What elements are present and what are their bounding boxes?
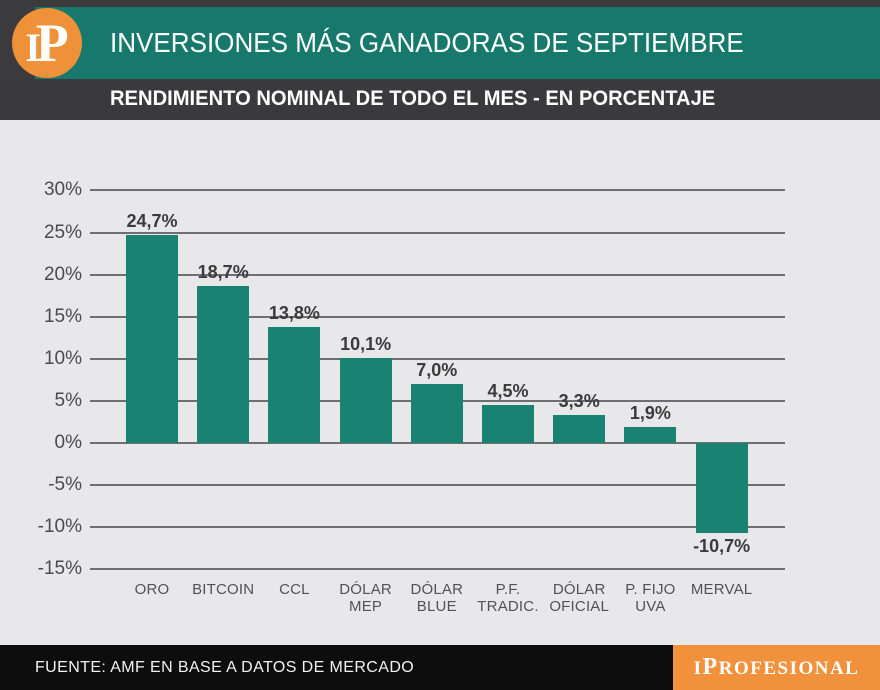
y-axis-tick-label: 0% [54, 432, 82, 453]
bar [339, 357, 392, 443]
x-axis-category-label: DÓLAR BLUE [410, 581, 464, 615]
bar [126, 235, 178, 443]
gridline [90, 526, 785, 529]
bar [482, 405, 534, 443]
y-axis-tick-label: -10% [37, 516, 82, 538]
bar-value-label: 4,5% [487, 381, 529, 402]
bar-chart: 30% 25% 20% 15% 10% 5% 0% -5% -10% -15% 24,7% ORO 18… [0, 120, 880, 645]
x-axis-category-label: DÓLAR MEP [339, 581, 392, 615]
chart-panel: 30% 25% 20% 15% 10% 5% 0% -5% -10% -15% 24,7% ORO 18… [0, 120, 880, 645]
gridline [90, 231, 785, 234]
x-axis-category-label: DÓLAR OFICIAL [549, 581, 610, 615]
iprofesional-wordmark: I P ROFESIONAL [693, 654, 860, 680]
gridline [90, 442, 785, 444]
bar-value-label: 7,0% [416, 360, 458, 381]
iprofesional-logo: I P ROFESIONAL [673, 645, 880, 690]
x-axis-category-label: CCL [279, 581, 310, 598]
chart-subtitle: RENDIMIENTO NOMINAL DE TODO EL MES - EN … [110, 87, 716, 110]
header-band: INVERSIONES MÁS GANADORAS DE SEPTIEMBRE [35, 7, 880, 79]
y-axis-tick-label: -15% [37, 558, 82, 580]
subtitle-bar: RENDIMIENTO NOMINAL DE TODO EL MES - EN … [0, 79, 880, 119]
bar-value-label: 3,3% [558, 391, 600, 412]
gridline [90, 273, 785, 276]
y-axis-tick-label: -5% [48, 474, 82, 496]
bar-value-label: 18,7% [197, 261, 249, 282]
bar [695, 443, 748, 534]
y-axis-tick-label: 5% [54, 389, 82, 411]
bar-value-label: 13,8% [268, 302, 320, 323]
bar-value-label: 1,9% [629, 403, 671, 423]
footer: FUENTE: AMF EN BASE A DATOS DE MERCADO I… [0, 645, 880, 690]
x-axis-category-label: BITCOIN [192, 581, 255, 598]
y-axis-tick-label: 20% [43, 263, 82, 285]
bar [268, 326, 321, 443]
x-axis-category-label: MERVAL [690, 581, 753, 598]
y-axis-tick-label: 30% [43, 179, 82, 201]
page-title: INVERSIONES MÁS GANADORAS DE SEPTIEMBRE [110, 27, 744, 58]
source-text: FUENTE: AMF EN BASE A DATOS DE MERCADO [35, 658, 415, 676]
x-axis-category-label: ORO [134, 581, 170, 598]
gridline [90, 315, 785, 318]
gridline [90, 357, 785, 360]
bar [410, 384, 463, 443]
gridline [90, 484, 785, 487]
bar-value-label: 24,7% [126, 211, 178, 232]
y-axis-tick-label: 15% [43, 305, 82, 327]
bar [553, 415, 606, 443]
bar-value-label: 10,1% [340, 333, 392, 354]
bar [197, 285, 250, 443]
bar-value-label: -10,7% [693, 536, 751, 557]
x-axis-category-label: P. FIJO UVA [625, 581, 676, 615]
y-axis-tick-label: 10% [43, 347, 82, 369]
gridline [90, 568, 785, 571]
bar [624, 427, 677, 443]
x-axis-category-label: P.F. TRADIC. [477, 581, 539, 615]
y-axis-tick-label: 25% [43, 221, 82, 243]
gridline [90, 189, 785, 192]
